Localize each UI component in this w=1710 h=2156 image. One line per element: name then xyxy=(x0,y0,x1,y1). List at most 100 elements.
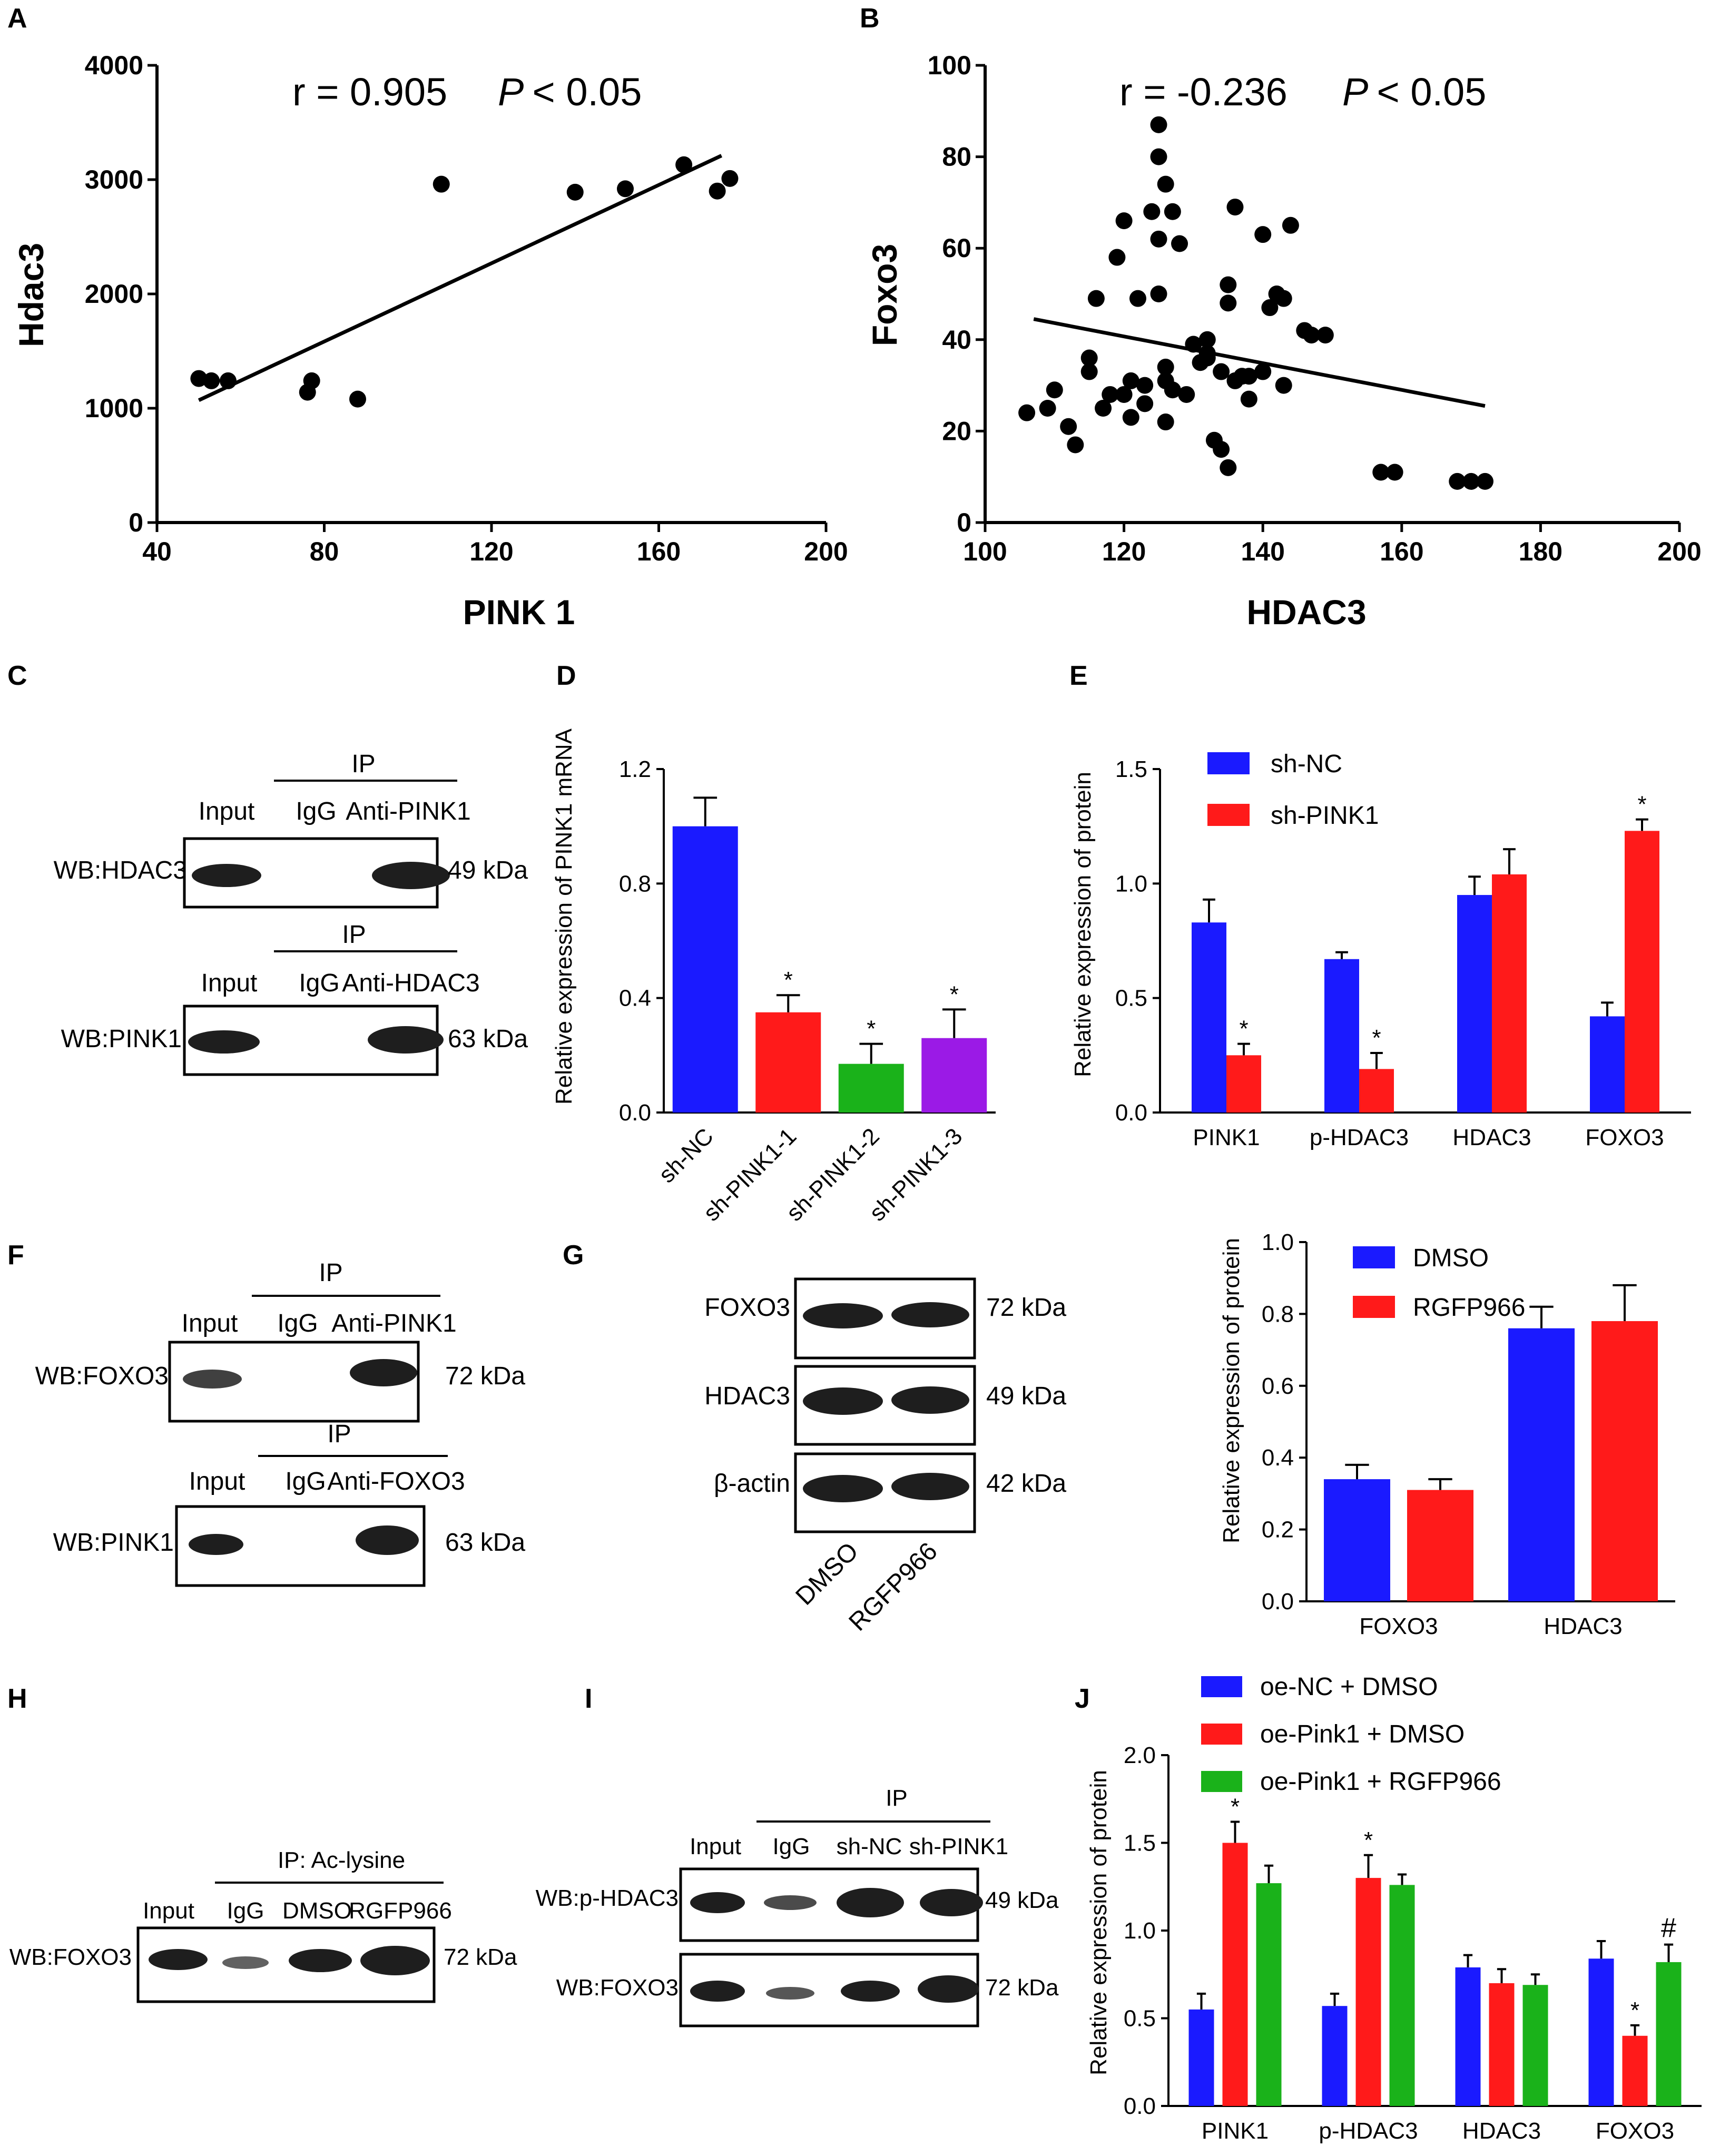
chart-b-p-rest: < 0.05 xyxy=(1366,70,1486,114)
blot-g-row-2-band-rgfp xyxy=(891,1386,969,1414)
chart-b-point xyxy=(1254,226,1272,243)
chart-a-r: r = 0.905 xyxy=(292,70,447,114)
chart-b: r = -0.236 P < 0.05 HDAC3 Foxo3 100 120 14… xyxy=(865,51,1702,632)
chart-j-y-tick-label: 0.5 xyxy=(1124,2006,1156,2032)
blot-f-bottom-wb: WB:PINK1 xyxy=(53,1529,174,1557)
chart-e-legend-swatch-1 xyxy=(1207,752,1250,774)
blot-f-bottom-lane-1: Input xyxy=(189,1468,245,1495)
blot-f-top-kda: 72 kDa xyxy=(445,1362,525,1390)
chart-g-x-tick-label: HDAC3 xyxy=(1544,1613,1622,1639)
chart-e-x-tick-label: p-HDAC3 xyxy=(1310,1125,1409,1150)
chart-b-fit-line xyxy=(1033,317,1486,408)
chart-b-y-tick-label: 80 xyxy=(942,142,971,172)
chart-b-point xyxy=(1275,377,1292,394)
chart-j-bar xyxy=(1522,1985,1548,2106)
blot-i-row-1-band-4 xyxy=(920,1889,983,1916)
blot-h-wb: WB:FOXO3 xyxy=(9,1944,132,1970)
blot-h-lane-3: DMSO xyxy=(282,1898,352,1924)
chart-j-plot: 0.0 0.5 1.0 1.5 2.0 * PINK1 * p-HDAC3 HDAC3 * # FOXO… xyxy=(1124,1742,1702,2144)
chart-b-point xyxy=(1303,327,1320,344)
blot-f-top-band-anti xyxy=(350,1359,417,1386)
chart-a-p-rest: < 0.05 xyxy=(522,70,642,114)
chart-b-point xyxy=(1095,400,1112,417)
blot-h-band-1 xyxy=(149,1949,208,1970)
chart-e-y-tick-label: 1.5 xyxy=(1115,756,1147,782)
chart-e-y-tick-label: 1.0 xyxy=(1115,871,1147,897)
blot-c-top-ip: IP xyxy=(351,750,375,778)
chart-b-point xyxy=(1220,276,1237,293)
blot-g: FOXO3 72 kDa HDAC3 49 kDa β-actin 42 kDa… xyxy=(704,1277,1066,1637)
chart-j-bar xyxy=(1489,1983,1515,2106)
chart-j-bar xyxy=(1389,1885,1415,2106)
chart-d-bar xyxy=(921,1038,987,1113)
chart-b-point xyxy=(1449,472,1466,490)
chart-b-point xyxy=(1080,349,1098,367)
blot-c-bottom-kda: 63 kDa xyxy=(448,1025,528,1053)
chart-e-x-tick-label: PINK1 xyxy=(1193,1125,1260,1150)
chart-j-legend-swatch-3 xyxy=(1201,1771,1242,1792)
chart-j-ylabel: Relative expression of protein xyxy=(1086,1770,1112,2075)
chart-j-sig-mark: * xyxy=(1364,1827,1373,1853)
chart-b-point xyxy=(1136,395,1154,412)
chart-j-y-tick-label: 1.5 xyxy=(1124,1830,1156,1856)
chart-b-point xyxy=(1171,235,1188,252)
chart-g-y-tick-label: 1.0 xyxy=(1262,1229,1294,1255)
chart-b-point xyxy=(1164,381,1181,399)
chart-g-bar xyxy=(1324,1479,1390,1601)
blot-g-row-3-band-dmso xyxy=(803,1475,883,1502)
chart-j-legend-1: oe-NC + DMSO xyxy=(1260,1673,1438,1701)
chart-b-point xyxy=(1136,377,1154,394)
blot-g-row-1-kda: 72 kDa xyxy=(986,1294,1066,1322)
chart-b-point xyxy=(1157,358,1174,376)
chart-e-bar xyxy=(1226,1055,1261,1113)
chart-g-legend-2: RGFP966 xyxy=(1413,1294,1525,1322)
chart-e-bar xyxy=(1457,895,1492,1113)
chart-a-point xyxy=(433,175,450,193)
chart-b-x-tick-label: 100 xyxy=(963,537,1007,566)
chart-j-y-tick-label: 0.0 xyxy=(1124,2093,1156,2119)
chart-b-point xyxy=(1462,472,1480,490)
chart-g-y-tick-label: 0.4 xyxy=(1262,1445,1294,1471)
blot-i-ip: IP xyxy=(886,1785,908,1811)
blot-i-lane-3: sh-NC xyxy=(837,1834,902,1859)
panel-label-e: E xyxy=(1069,661,1088,691)
chart-b-point xyxy=(1240,368,1257,385)
blot-g-row-3-kda: 42 kDa xyxy=(986,1470,1066,1498)
chart-g-legend-swatch-1 xyxy=(1353,1246,1395,1268)
chart-e-plot: 0.0 0.5 1.0 1.5 * PINK1 * p-HDAC3 HDAC3 * FOXO3 xyxy=(1115,756,1691,1150)
blot-c-bottom-band-anti xyxy=(368,1026,444,1054)
chart-b-point xyxy=(1018,404,1036,421)
blot-c-top-kda: 49 kDa xyxy=(448,857,528,884)
chart-b-point xyxy=(1198,331,1216,348)
chart-j-y-tick-label: 1.0 xyxy=(1124,1918,1156,1944)
blot-c: IP Input IgG Anti-PINK1 WB:HDAC3 49 kDa … xyxy=(54,750,528,1076)
chart-a-xlabel: PINK 1 xyxy=(463,593,575,632)
chart-b-point xyxy=(1226,199,1244,216)
chart-b-point xyxy=(1164,203,1181,220)
chart-b-y-tick-label: 60 xyxy=(942,233,971,263)
chart-g-legend-swatch-2 xyxy=(1353,1296,1395,1318)
blot-f-bottom-lane-2: IgG xyxy=(285,1468,326,1495)
blot-i-row-1-band-3 xyxy=(837,1888,904,1917)
blot-c-top-lane-2: IgG xyxy=(296,798,336,825)
blot-g-row-1-band-rgfp xyxy=(891,1302,969,1327)
chart-b-point xyxy=(1150,230,1167,248)
chart-d: Relative expression of PINK1 mRNA 0.0 0.4… xyxy=(551,728,996,1226)
blot-h-band-3 xyxy=(289,1949,352,1972)
blot-f-bottom-band-anti xyxy=(356,1525,419,1555)
blot-f-bottom-lane-3: Anti-FOXO3 xyxy=(327,1468,465,1495)
blot-i-lane-1: Input xyxy=(690,1834,741,1859)
chart-d-sig-mark: * xyxy=(867,1016,876,1042)
panel-label-i: I xyxy=(585,1684,592,1714)
blot-g-row-3-label: β-actin xyxy=(714,1470,790,1498)
chart-a-y-tick-label: 0 xyxy=(129,508,143,537)
blot-f-bottom-band-input xyxy=(189,1534,243,1555)
blot-g-row-2-label: HDAC3 xyxy=(704,1382,790,1410)
chart-j-bar xyxy=(1588,1958,1614,2106)
panel-label-j: J xyxy=(1075,1684,1090,1714)
chart-b-point xyxy=(1067,436,1084,454)
chart-b-point xyxy=(1261,299,1279,317)
panel-label-b: B xyxy=(860,3,880,34)
chart-b-point xyxy=(1039,400,1056,417)
blot-f-bottom-ip: IP xyxy=(327,1420,351,1448)
